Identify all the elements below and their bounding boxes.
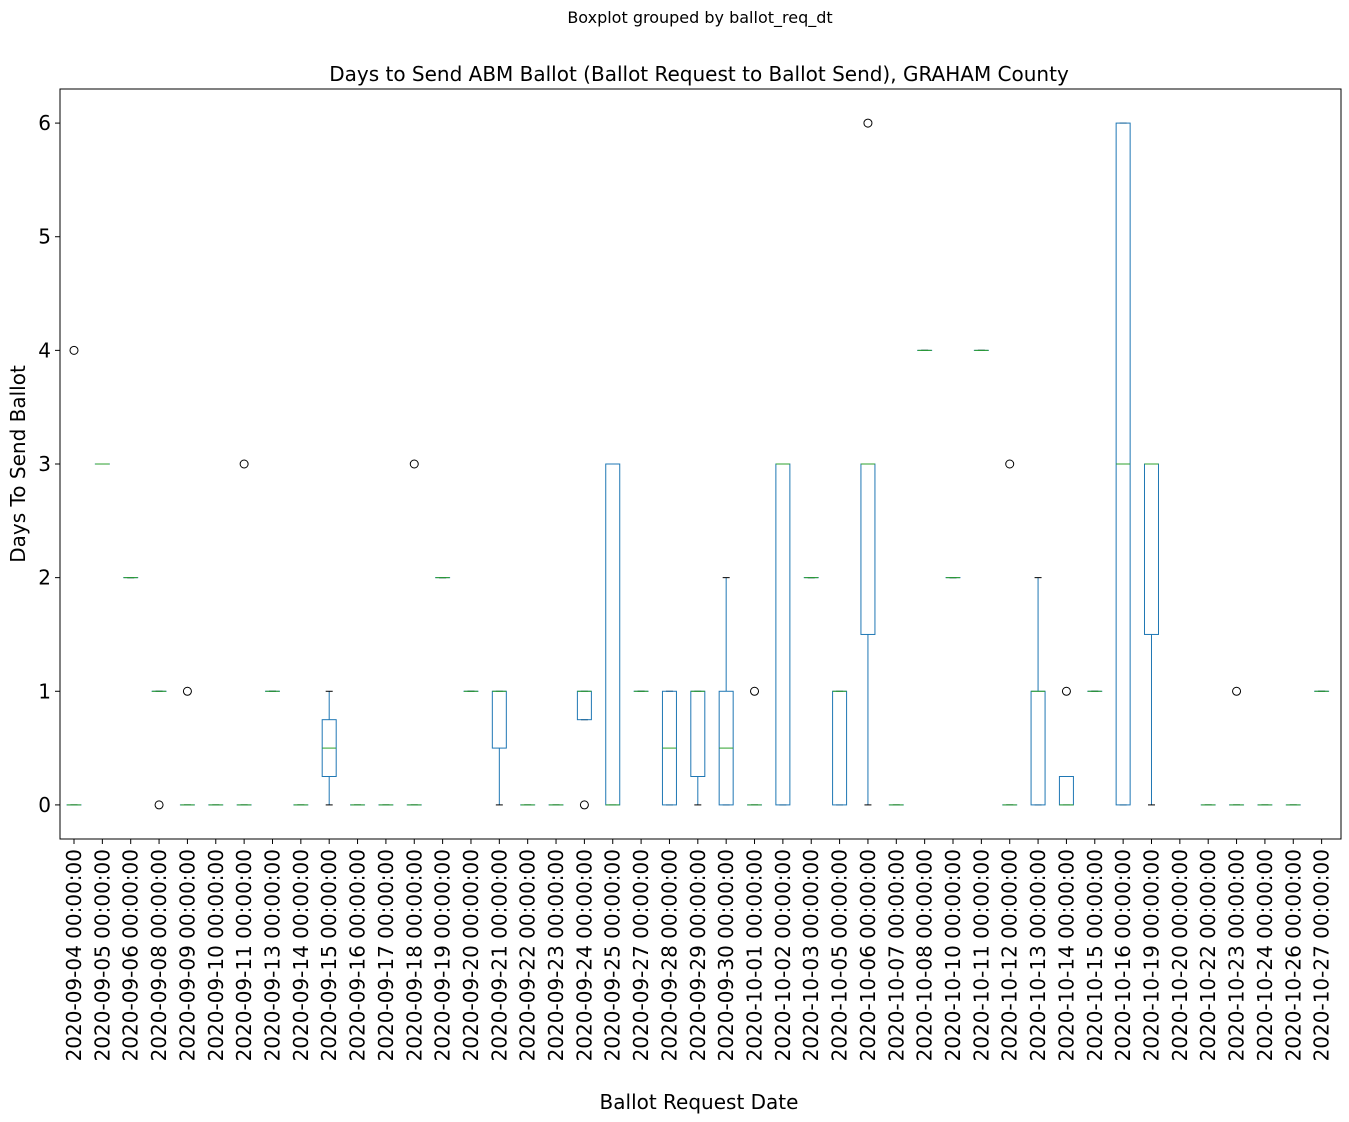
box-flier (750, 686, 760, 696)
x-tick-label: 2020-09-11 00:00:00 (232, 849, 256, 1061)
box-body (1030, 690, 1046, 806)
x-tick-label: 2020-09-22 00:00:00 (516, 849, 540, 1061)
box-body (775, 463, 791, 806)
x-tick-label: 2020-09-27 00:00:00 (629, 849, 653, 1061)
x-tick-label: 2020-10-20 00:00:00 (1168, 849, 1192, 1061)
x-tick-label: 2020-10-14 00:00:00 (1054, 849, 1078, 1061)
x-tick-label: 2020-09-25 00:00:00 (601, 849, 625, 1061)
box-flier (239, 459, 249, 469)
x-tick-label: 2020-09-23 00:00:00 (544, 849, 568, 1061)
y-tick-label: 2 (38, 566, 51, 590)
x-tick-label: 2020-09-17 00:00:00 (374, 849, 398, 1061)
box-flier (1061, 686, 1071, 696)
box-flier (1005, 459, 1015, 469)
x-tick-label: 2020-10-12 00:00:00 (998, 849, 1022, 1061)
box-body (1143, 463, 1159, 635)
x-tick-label: 2020-09-21 00:00:00 (487, 849, 511, 1061)
box-flier (409, 459, 419, 469)
x-tick-label: 2020-10-16 00:00:00 (1111, 849, 1135, 1061)
x-tick-label: 2020-09-29 00:00:00 (686, 849, 710, 1061)
y-tick-label: 0 (38, 793, 51, 817)
plot-frame (59, 88, 1342, 840)
x-tick-label: 2020-09-19 00:00:00 (431, 849, 455, 1061)
x-tick-label: 2020-10-26 00:00:00 (1281, 849, 1305, 1061)
box-body (832, 690, 848, 806)
x-tick-label: 2020-09-14 00:00:00 (289, 849, 313, 1061)
x-tick-label: 2020-10-02 00:00:00 (771, 849, 795, 1061)
x-tick-label: 2020-10-19 00:00:00 (1139, 849, 1163, 1061)
x-tick-label: 2020-10-07 00:00:00 (884, 849, 908, 1061)
y-tick-label: 5 (38, 225, 51, 249)
x-tick-label: 2020-10-13 00:00:00 (1026, 849, 1050, 1061)
figure-suptitle: Boxplot grouped by ballot_req_dt (567, 8, 833, 27)
x-tick-label: 2020-09-08 00:00:00 (147, 849, 171, 1061)
x-tick-label: 2020-10-11 00:00:00 (969, 849, 993, 1061)
x-tick-label: 2020-10-22 00:00:00 (1196, 849, 1220, 1061)
x-tick-label: 2020-09-04 00:00:00 (62, 849, 86, 1061)
box-body (690, 690, 706, 777)
x-tick-label: 2020-09-20 00:00:00 (459, 849, 483, 1061)
plot-area: 0 1 2 3 4 5 6 2020-09-04 00:00:00 2020-09-05 00:… (38, 111, 1333, 1061)
box-flier (182, 686, 192, 696)
box-body (491, 690, 507, 749)
chart-title: Days to Send ABM Ballot (Ballot Request … (329, 62, 1069, 86)
box-body (605, 463, 621, 806)
x-tick-label: 2020-09-18 00:00:00 (402, 849, 426, 1061)
x-tick-label: 2020-09-24 00:00:00 (572, 849, 596, 1061)
y-tick-label: 3 (38, 452, 51, 476)
x-tick-label: 2020-09-30 00:00:00 (714, 849, 738, 1061)
y-tick-label: 4 (38, 338, 51, 362)
x-tick-label: 2020-09-16 00:00:00 (346, 849, 370, 1061)
box-flier (154, 800, 164, 810)
x-tick-label: 2020-09-13 00:00:00 (260, 849, 284, 1061)
y-tick-label: 6 (38, 111, 51, 135)
x-axis-label: Ballot Request Date (600, 1090, 799, 1114)
x-tick-label: 2020-10-08 00:00:00 (913, 849, 937, 1061)
x-tick-label: 2020-10-27 00:00:00 (1310, 849, 1334, 1061)
x-tick-label: 2020-09-05 00:00:00 (90, 849, 114, 1061)
x-tick-label: 2020-10-24 00:00:00 (1253, 849, 1277, 1061)
x-tick-label: 2020-09-15 00:00:00 (317, 849, 341, 1061)
x-tick-label: 2020-10-01 00:00:00 (743, 849, 767, 1061)
box-body (1058, 776, 1074, 806)
x-tick-label: 2020-10-06 00:00:00 (856, 849, 880, 1061)
box-body (860, 463, 876, 635)
x-tick-label: 2020-10-15 00:00:00 (1083, 849, 1107, 1061)
x-tick-label: 2020-09-28 00:00:00 (657, 849, 681, 1061)
box-flier (863, 118, 873, 128)
box-flier (1232, 686, 1242, 696)
box-body (576, 690, 592, 721)
x-tick-label: 2020-10-23 00:00:00 (1225, 849, 1249, 1061)
x-tick-label: 2020-09-06 00:00:00 (119, 849, 143, 1061)
x-tick-label: 2020-09-09 00:00:00 (175, 849, 199, 1061)
y-axis-label: Days To Send Ballot (6, 365, 30, 563)
x-tick-label: 2020-09-10 00:00:00 (204, 849, 228, 1061)
y-tick-label: 1 (38, 679, 51, 703)
box-flier (69, 345, 79, 355)
x-tick-label: 2020-10-03 00:00:00 (799, 849, 823, 1061)
x-tick-label: 2020-10-10 00:00:00 (941, 849, 965, 1061)
box-flier (579, 800, 589, 810)
x-tick-label: 2020-10-05 00:00:00 (828, 849, 852, 1061)
